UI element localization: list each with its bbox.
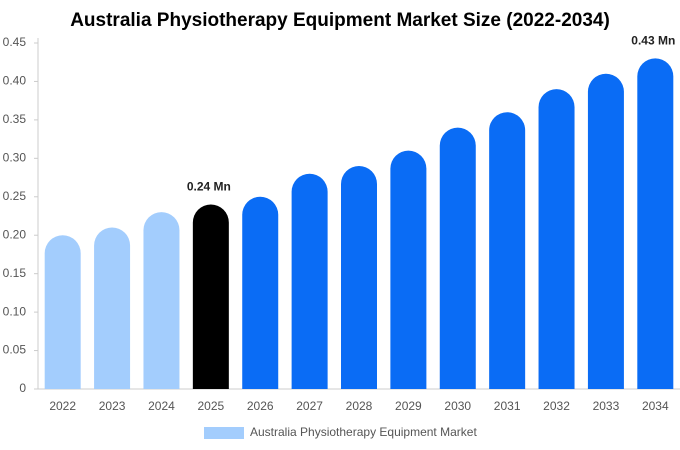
- bar: [291, 173, 328, 389]
- y-tick-label: 0.45: [3, 35, 27, 49]
- legend-swatch: [204, 427, 244, 439]
- chart-title: Australia Physiotherapy Equipment Market…: [70, 10, 610, 31]
- y-tick-label: 0.15: [3, 266, 27, 280]
- bar: [489, 112, 526, 389]
- value-label: 0.43 Mn: [631, 34, 675, 48]
- y-tick-label: 0.30: [3, 151, 27, 165]
- bar: [637, 58, 674, 389]
- x-tick-label: 2024: [148, 399, 175, 413]
- x-tick-label: 2030: [444, 399, 471, 413]
- bar: [587, 73, 624, 389]
- y-tick-label: 0.20: [3, 227, 27, 241]
- y-tick-label: 0.25: [3, 189, 27, 203]
- x-tick-label: 2032: [543, 399, 570, 413]
- legend-label: Australia Physiotherapy Equipment Market: [250, 425, 477, 439]
- x-tick-label: 2025: [197, 399, 224, 413]
- x-tick-label: 2026: [247, 399, 274, 413]
- bar: [192, 204, 229, 389]
- y-tick-label: 0.35: [3, 112, 27, 126]
- bar: [143, 212, 180, 389]
- x-tick-label: 2028: [346, 399, 373, 413]
- bar: [44, 235, 81, 389]
- bar: [94, 227, 131, 389]
- y-tick-label: 0.05: [3, 343, 27, 357]
- y-tick-label: 0.40: [3, 74, 27, 88]
- x-tick-label: 2027: [296, 399, 323, 413]
- bar: [341, 166, 377, 389]
- y-tick-label: 0.10: [3, 304, 27, 318]
- x-tick-label: 2033: [593, 399, 620, 413]
- x-tick-label: 2029: [395, 399, 422, 413]
- x-tick-label: 2031: [494, 399, 521, 413]
- y-tick-label: 0: [19, 381, 26, 395]
- x-tick-label: 2022: [49, 399, 76, 413]
- x-tick-label: 2034: [642, 399, 669, 413]
- bar: [242, 196, 279, 389]
- x-tick-label: 2023: [99, 399, 126, 413]
- value-label: 0.24 Mn: [187, 180, 231, 194]
- bar: [538, 89, 575, 389]
- bar: [439, 127, 476, 390]
- bar: [390, 150, 427, 389]
